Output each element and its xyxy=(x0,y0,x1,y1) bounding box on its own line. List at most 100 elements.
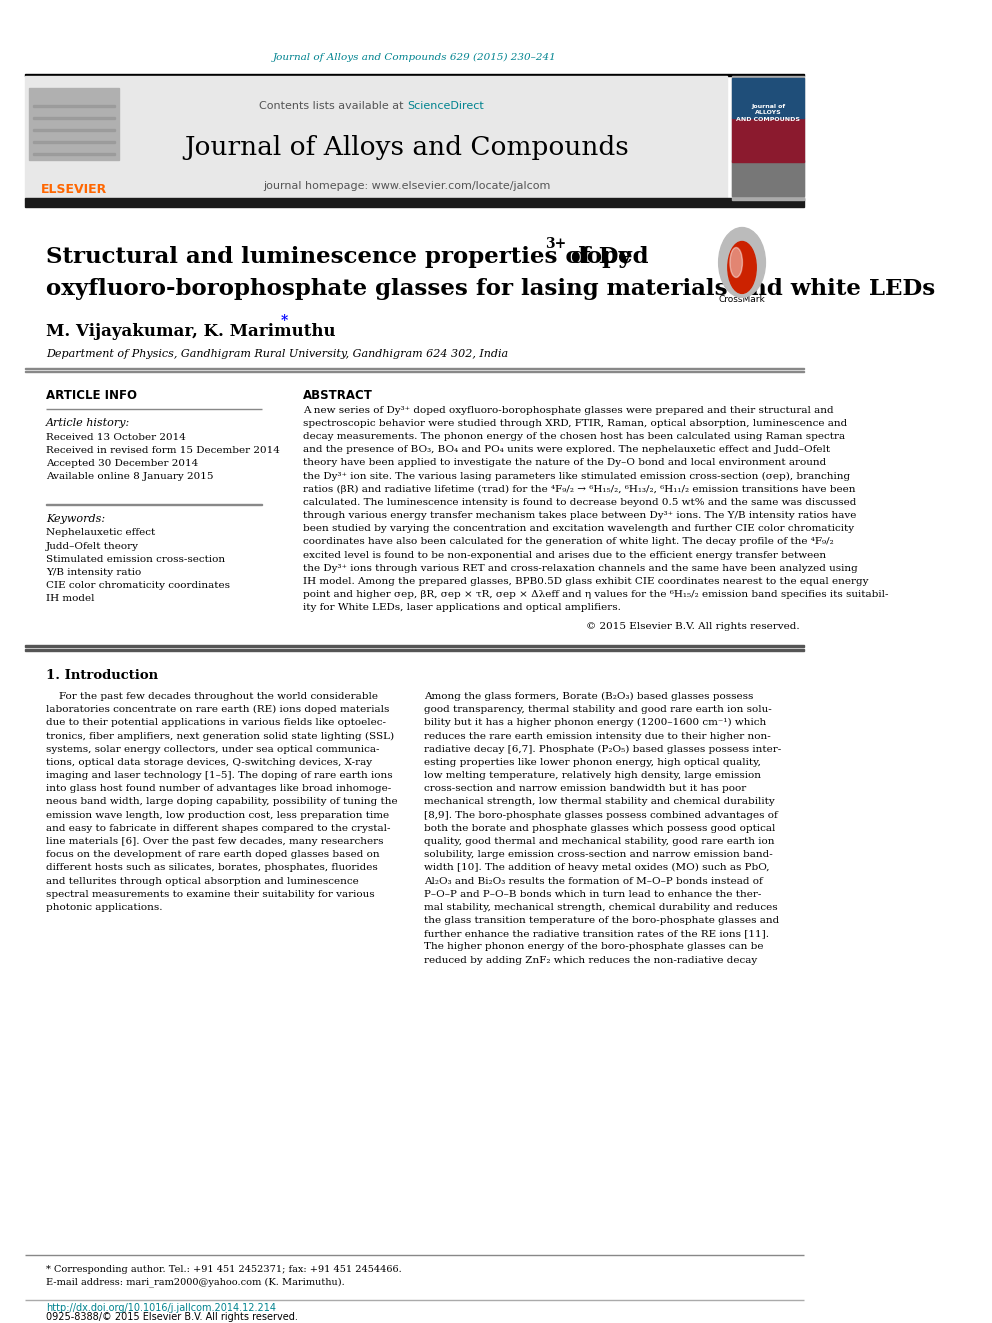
Bar xyxy=(732,160,804,196)
Text: Journal of Alloys and Compounds: Journal of Alloys and Compounds xyxy=(185,135,629,160)
Text: focus on the development of rare earth doped glasses based on: focus on the development of rare earth d… xyxy=(46,851,380,859)
Bar xyxy=(732,118,804,161)
Bar xyxy=(34,128,115,131)
Text: and the presence of BO₃, BO₄ and PO₄ units were explored. The nephelauxetic effe: and the presence of BO₃, BO₄ and PO₄ uni… xyxy=(304,445,830,454)
Text: Journal of Alloys and Compounds 629 (2015) 230–241: Journal of Alloys and Compounds 629 (201… xyxy=(273,53,557,62)
Text: mechanical strength, low thermal stability and chemical durability: mechanical strength, low thermal stabili… xyxy=(425,798,775,807)
Bar xyxy=(25,75,727,200)
Text: oxyfluoro-borophosphate glasses for lasing materials and white LEDs: oxyfluoro-borophosphate glasses for lasi… xyxy=(46,278,935,300)
Text: Received 13 October 2014: Received 13 October 2014 xyxy=(46,433,186,442)
Bar xyxy=(25,650,804,651)
Text: CrossMark: CrossMark xyxy=(718,295,766,304)
Text: IH model. Among the prepared glasses, BPB0.5D glass exhibit CIE coordinates near: IH model. Among the prepared glasses, BP… xyxy=(304,577,869,586)
Text: ARTICLE INFO: ARTICLE INFO xyxy=(46,389,137,402)
Text: Judd–Ofelt theory: Judd–Ofelt theory xyxy=(46,541,139,550)
Text: calculated. The luminescence intensity is found to decrease beyond 0.5 wt% and t: calculated. The luminescence intensity i… xyxy=(304,497,857,507)
Text: Contents lists available at: Contents lists available at xyxy=(259,101,407,111)
Text: Keywords:: Keywords: xyxy=(46,513,105,524)
Text: [8,9]. The boro-phosphate glasses possess combined advantages of: [8,9]. The boro-phosphate glasses posses… xyxy=(425,811,779,820)
Text: quality, good thermal and mechanical stability, good rare earth ion: quality, good thermal and mechanical sta… xyxy=(425,837,775,845)
Text: low melting temperature, relatively high density, large emission: low melting temperature, relatively high… xyxy=(425,771,762,781)
Text: width [10]. The addition of heavy metal oxides (MO) such as PbO,: width [10]. The addition of heavy metal … xyxy=(425,864,770,872)
Ellipse shape xyxy=(730,247,742,278)
Text: IH model: IH model xyxy=(46,594,94,603)
Text: systems, solar energy collectors, under sea optical communica-: systems, solar energy collectors, under … xyxy=(46,745,380,754)
Text: the Dy³⁺ ion site. The various lasing parameters like stimulated emission cross-: the Dy³⁺ ion site. The various lasing pa… xyxy=(304,471,850,480)
Text: Al₂O₃ and Bi₂O₃ results the formation of M–O–P bonds instead of: Al₂O₃ and Bi₂O₃ results the formation of… xyxy=(425,877,763,885)
Text: point and higher σep, βR, σep × τR, σep × Δλeff and η values for the ⁶H₁₅/₂ emis: point and higher σep, βR, σep × τR, σep … xyxy=(304,590,889,599)
Text: bility but it has a higher phonon energy (1200–1600 cm⁻¹) which: bility but it has a higher phonon energy… xyxy=(425,718,767,728)
Text: Stimulated emission cross-section: Stimulated emission cross-section xyxy=(46,554,225,564)
Text: The higher phonon energy of the boro-phosphate glasses can be: The higher phonon energy of the boro-pho… xyxy=(425,942,764,951)
Text: Received in revised form 15 December 2014: Received in revised form 15 December 201… xyxy=(46,446,280,455)
Text: *: * xyxy=(281,315,288,328)
Text: emission wave length, low production cost, less preparation time: emission wave length, low production cos… xyxy=(46,811,389,820)
Text: esting properties like lower phonon energy, high optical quality,: esting properties like lower phonon ener… xyxy=(425,758,762,767)
Text: Y/B intensity ratio: Y/B intensity ratio xyxy=(46,568,141,577)
Text: ABSTRACT: ABSTRACT xyxy=(304,389,373,402)
Text: cross-section and narrow emission bandwidth but it has poor: cross-section and narrow emission bandwi… xyxy=(425,785,747,794)
Text: ity for White LEDs, laser applications and optical amplifiers.: ity for White LEDs, laser applications a… xyxy=(304,603,621,613)
Text: both the borate and phosphate glasses which possess good optical: both the borate and phosphate glasses wh… xyxy=(425,824,776,832)
Text: reduces the rare earth emission intensity due to their higher non-: reduces the rare earth emission intensit… xyxy=(425,732,771,741)
Text: Journal of
ALLOYS
AND COMPOUNDS: Journal of ALLOYS AND COMPOUNDS xyxy=(736,103,800,122)
Text: mal stability, mechanical strength, chemical durability and reduces: mal stability, mechanical strength, chem… xyxy=(425,902,778,912)
Text: coordinates have also been calculated for the generation of white light. The dec: coordinates have also been calculated fo… xyxy=(304,537,834,546)
Bar xyxy=(25,197,804,206)
Text: Nephelauxetic effect: Nephelauxetic effect xyxy=(46,528,155,537)
Text: A new series of Dy³⁺ doped oxyfluoro-borophosphate glasses were prepared and the: A new series of Dy³⁺ doped oxyfluoro-bor… xyxy=(304,406,834,414)
Text: radiative decay [6,7]. Phosphate (P₂O₅) based glasses possess inter-: radiative decay [6,7]. Phosphate (P₂O₅) … xyxy=(425,745,782,754)
Text: http://dx.doi.org/10.1016/j.jallcom.2014.12.214: http://dx.doi.org/10.1016/j.jallcom.2014… xyxy=(46,1303,276,1314)
Text: and easy to fabricate in different shapes compared to the crystal-: and easy to fabricate in different shape… xyxy=(46,824,391,832)
Text: ELSEVIER: ELSEVIER xyxy=(41,183,107,196)
Text: 0925-8388/© 2015 Elsevier B.V. All rights reserved.: 0925-8388/© 2015 Elsevier B.V. All right… xyxy=(46,1312,298,1322)
Text: journal homepage: www.elsevier.com/locate/jalcom: journal homepage: www.elsevier.com/locat… xyxy=(263,181,551,191)
Text: decay measurements. The phonon energy of the chosen host has been calculated usi: decay measurements. The phonon energy of… xyxy=(304,433,845,441)
Text: ratios (βR) and radiative lifetime (τrad) for the ⁴F₉/₂ → ⁶H₁₅/₂, ⁶H₁₃/₂, ⁶H₁₁/₂: ratios (βR) and radiative lifetime (τrad… xyxy=(304,484,856,493)
Text: P–O–P and P–O–B bonds which in turn lead to enhance the ther-: P–O–P and P–O–B bonds which in turn lead… xyxy=(425,889,762,898)
Text: excited level is found to be non-exponential and arises due to the efficient ene: excited level is found to be non-exponen… xyxy=(304,550,826,560)
Text: Department of Physics, Gandhigram Rural University, Gandhigram 624 302, India: Department of Physics, Gandhigram Rural … xyxy=(46,349,508,360)
Ellipse shape xyxy=(718,228,766,298)
Text: 1. Introduction: 1. Introduction xyxy=(46,669,158,683)
Bar xyxy=(34,105,115,107)
Bar xyxy=(25,646,804,647)
Text: Accepted 30 December 2014: Accepted 30 December 2014 xyxy=(46,459,198,468)
Text: * Corresponding author. Tel.: +91 451 2452371; fax: +91 451 2454466.: * Corresponding author. Tel.: +91 451 24… xyxy=(46,1265,402,1274)
Text: spectral measurements to examine their suitability for various: spectral measurements to examine their s… xyxy=(46,889,375,898)
Text: line materials [6]. Over the past few decades, many researchers: line materials [6]. Over the past few de… xyxy=(46,837,384,845)
Text: photonic applications.: photonic applications. xyxy=(46,902,163,912)
Text: tronics, fiber amplifiers, next generation solid state lighting (SSL): tronics, fiber amplifiers, next generati… xyxy=(46,732,394,741)
Ellipse shape xyxy=(728,242,756,294)
Text: further enhance the radiative transition rates of the RE ions [11].: further enhance the radiative transition… xyxy=(425,929,770,938)
Bar xyxy=(34,116,115,119)
Text: Structural and luminescence properties of Dy: Structural and luminescence properties o… xyxy=(46,246,632,269)
Text: E-mail address: mari_ram2000@yahoo.com (K. Marimuthu).: E-mail address: mari_ram2000@yahoo.com (… xyxy=(46,1278,344,1287)
Text: into glass host found number of advantages like broad inhomoge-: into glass host found number of advantag… xyxy=(46,785,391,794)
Text: © 2015 Elsevier B.V. All rights reserved.: © 2015 Elsevier B.V. All rights reserved… xyxy=(586,622,800,631)
Bar xyxy=(732,75,804,200)
Text: CIE color chromaticity coordinates: CIE color chromaticity coordinates xyxy=(46,581,230,590)
Text: solubility, large emission cross-section and narrow emission band-: solubility, large emission cross-section… xyxy=(425,851,773,859)
Bar xyxy=(29,87,119,160)
Text: good transparency, thermal stability and good rare earth ion solu-: good transparency, thermal stability and… xyxy=(425,705,772,714)
Bar xyxy=(25,74,804,75)
Text: through various energy transfer mechanism takes place between Dy³⁺ ions. The Y/B: through various energy transfer mechanis… xyxy=(304,511,857,520)
Text: neous band width, large doping capability, possibility of tuning the: neous band width, large doping capabilit… xyxy=(46,798,398,807)
Text: M. Vijayakumar, K. Marimuthu: M. Vijayakumar, K. Marimuthu xyxy=(46,323,335,340)
Text: been studied by varying the concentration and excitation wavelength and further : been studied by varying the concentratio… xyxy=(304,524,854,533)
Text: Article history:: Article history: xyxy=(46,418,130,429)
Text: Among the glass formers, Borate (B₂O₃) based glasses possess: Among the glass formers, Borate (B₂O₃) b… xyxy=(425,692,754,701)
Text: Available online 8 January 2015: Available online 8 January 2015 xyxy=(46,472,213,482)
Bar xyxy=(34,152,115,155)
Bar xyxy=(34,140,115,143)
Text: 3+: 3+ xyxy=(545,237,566,250)
Text: and tellurites through optical absorption and luminescence: and tellurites through optical absorptio… xyxy=(46,877,359,885)
Text: laboratories concentrate on rare earth (RE) ions doped materials: laboratories concentrate on rare earth (… xyxy=(46,705,389,714)
Text: theory have been applied to investigate the nature of the Dy–O bond and local en: theory have been applied to investigate … xyxy=(304,458,826,467)
Text: ScienceDirect: ScienceDirect xyxy=(407,101,484,111)
Text: For the past few decades throughout the world considerable: For the past few decades throughout the … xyxy=(46,692,378,701)
Text: imaging and laser technology [1–5]. The doping of rare earth ions: imaging and laser technology [1–5]. The … xyxy=(46,771,393,781)
Text: due to their potential applications in various fields like optoelec-: due to their potential applications in v… xyxy=(46,718,386,728)
Text: different hosts such as silicates, borates, phosphates, fluorides: different hosts such as silicates, borat… xyxy=(46,864,378,872)
